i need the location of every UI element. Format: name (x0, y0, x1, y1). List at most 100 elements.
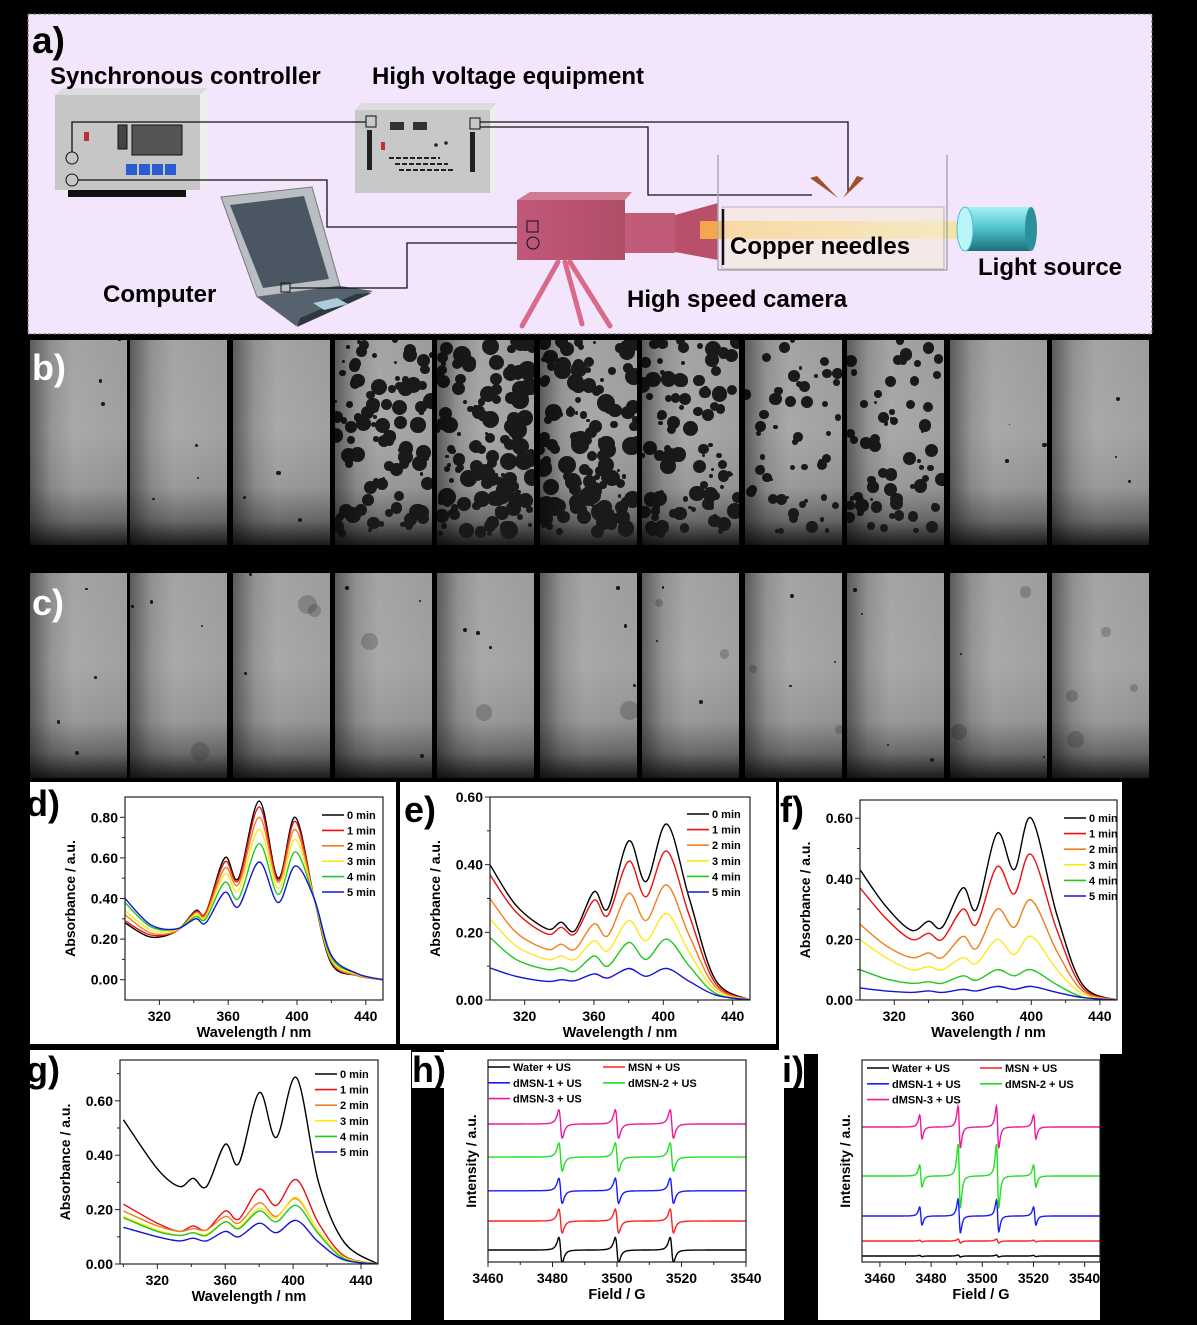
legend-label: 4 min (1089, 875, 1118, 887)
panel-label-b: b) (32, 347, 66, 388)
series-line-0-min (860, 817, 1117, 1000)
camera-frame-b-10 (950, 340, 1047, 545)
legend-label: dMSN-2 + US (628, 1078, 697, 1090)
plot-frame (861, 1059, 1101, 1263)
water-tank (700, 155, 970, 271)
high-speed-camera-label: High speed camera (627, 286, 848, 313)
legend-label: dMSN-1 + US (513, 1078, 582, 1090)
light-source-label: Light source (978, 254, 1122, 281)
plot-frame (859, 799, 1118, 1001)
x-axis-label: Wavelength / nm (931, 1025, 1046, 1041)
camera-frame-c-6 (540, 573, 637, 778)
computer-label: Computer (103, 281, 216, 308)
high-speed-camera-device (517, 192, 718, 329)
y-axis-label: Intensity / a.u. (837, 1114, 853, 1207)
series-line-0-min (490, 823, 750, 1000)
camera-frame-c-11 (1052, 573, 1149, 778)
copper-needles-label: Copper needles (730, 233, 910, 260)
series-line-2-min (490, 884, 750, 1000)
camera-frame-b-7 (642, 340, 739, 545)
synchronous-controller-device (55, 88, 208, 197)
panel-label-f: f) (780, 789, 804, 830)
x-tick-label: 3540 (730, 1270, 761, 1286)
y-tick-label: 0.00 (826, 992, 853, 1008)
camera-frame-b-3 (233, 340, 330, 545)
x-tick-label: 440 (1088, 1008, 1112, 1024)
series-line-3-min (123, 1196, 378, 1264)
series-line-5-min (125, 861, 383, 981)
series-line-4-min (490, 936, 750, 1000)
legend-label: 2 min (340, 1100, 369, 1112)
legend-label: 5 min (1089, 891, 1118, 903)
camera-frame-c-5 (437, 573, 534, 778)
series-line-2-min (125, 816, 383, 981)
series-line-water-us (862, 1254, 1100, 1258)
x-tick-label: 320 (146, 1272, 170, 1288)
legend-label: 3 min (347, 856, 376, 868)
y-tick-label: 0.00 (91, 972, 118, 988)
legend-label: dMSN-2 + US (1005, 1079, 1074, 1091)
x-tick-label: 400 (1020, 1008, 1044, 1024)
panel-label-g: g) (26, 1049, 60, 1090)
x-axis-label: Wavelength / nm (197, 1025, 312, 1041)
x-tick-label: 400 (281, 1272, 305, 1288)
x-tick-label: 3520 (666, 1270, 697, 1286)
legend-label: dMSN-3 + US (892, 1095, 961, 1107)
camera-frame-c-2 (130, 573, 227, 778)
series-line-dmsn-1-us (488, 1176, 746, 1205)
series-group (862, 1103, 1100, 1258)
x-tick-label: 440 (354, 1008, 378, 1024)
series-group (860, 817, 1117, 1000)
y-tick-label: 0.60 (826, 810, 853, 826)
legend-label: 4 min (712, 871, 741, 883)
legend-label: 1 min (1089, 829, 1118, 841)
y-axis-label: Absorbance / a.u. (797, 842, 813, 959)
x-tick-label: 360 (217, 1008, 241, 1024)
series-group (122, 1076, 378, 1264)
x-tick-label: 3520 (1018, 1270, 1049, 1286)
x-tick-label: 3500 (601, 1270, 632, 1286)
legend-label: 5 min (347, 887, 376, 899)
series-line-dmsn-3-us (488, 1108, 746, 1140)
panel-label-c: c) (32, 582, 65, 623)
x-tick-label: 360 (214, 1272, 238, 1288)
legend: 0 min 1 min 2 min 3 min 4 min 5 min (687, 809, 741, 899)
camera-frame-c-3 (233, 573, 330, 778)
synchronous-controller-label: Synchronous controller (50, 63, 321, 90)
series-line-dmsn-2-us (488, 1141, 746, 1173)
high-voltage-equipment-label: High voltage equipment (372, 63, 644, 90)
camera-frame-b-1 (30, 340, 127, 545)
x-tick-label: 440 (721, 1008, 745, 1024)
x-tick-label: 3540 (1069, 1270, 1100, 1286)
series-line-1-min (123, 1178, 378, 1264)
legend-label: 0 min (1089, 813, 1118, 825)
x-tick-label: 3460 (472, 1270, 503, 1286)
copper-needles-drawing (810, 176, 864, 198)
legend-label: 4 min (340, 1131, 369, 1143)
y-tick-label: 0.40 (86, 1147, 113, 1163)
series-group (488, 1108, 746, 1262)
legend-label: 5 min (340, 1147, 369, 1159)
camera-frame-c-1 (30, 573, 127, 778)
legend-label: 1 min (347, 825, 376, 837)
panel-label-a: a) (32, 20, 65, 61)
plot-frame (119, 1059, 379, 1265)
legend-label: dMSN-3 + US (513, 1094, 582, 1106)
series-line-0-min (122, 1076, 378, 1264)
panel-label-e: e) (404, 789, 437, 830)
y-tick-label: 0.20 (456, 924, 483, 940)
series-line-4-min (860, 968, 1117, 1000)
legend-label: 3 min (340, 1116, 369, 1128)
legend-label: 0 min (712, 809, 741, 821)
panel-f-background (779, 782, 1122, 1054)
camera-frame-b-5 (437, 340, 534, 545)
chart-f: 320 360 400 440 0.00 0.20 0.40 0.60 Wavelength /… (797, 799, 1118, 1041)
legend-label: 1 min (340, 1085, 369, 1097)
series-line-dmsn-3-us (862, 1103, 1100, 1149)
x-tick-label: 400 (652, 1008, 676, 1024)
legend-label: 5 min (712, 887, 741, 899)
chart-e: 320 360 400 440 0.00 0.20 0.40 0.60 Wavelength /… (427, 789, 751, 1041)
legend-label: 0 min (340, 1069, 369, 1081)
x-tick-label: 3460 (864, 1270, 895, 1286)
